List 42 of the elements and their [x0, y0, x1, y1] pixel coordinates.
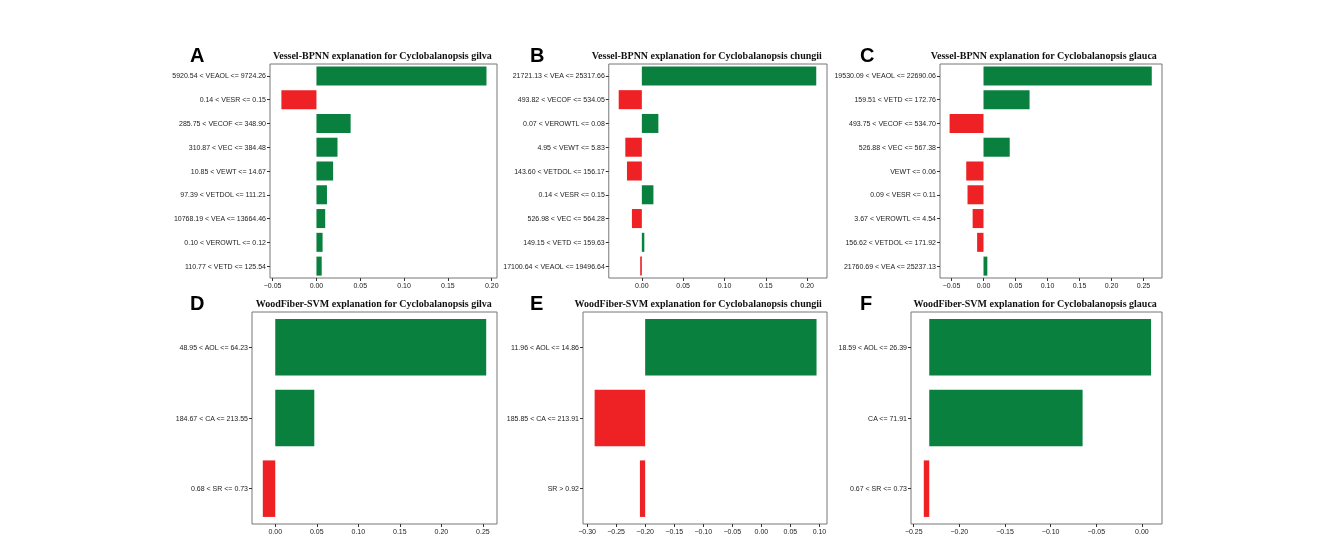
bar	[972, 209, 984, 229]
chart-title: Vessel-BPNN explanation for Cyclobalanopsis glauca	[930, 49, 1157, 61]
bar	[625, 137, 642, 157]
bar	[983, 90, 1030, 110]
bar	[983, 137, 1010, 157]
text: C	[860, 44, 875, 67]
bar	[275, 389, 315, 447]
bar	[929, 319, 1152, 376]
bar	[316, 185, 327, 205]
bar	[316, 161, 334, 181]
chart-title: WoodFiber-SVM explanation for Cyclobalanopsis glauca	[913, 297, 1157, 309]
chart-title: WoodFiber-SVM explanation for Cyclobalanopsis gilva	[255, 297, 492, 309]
bar	[316, 232, 323, 252]
bar	[281, 90, 317, 110]
bar	[316, 256, 322, 276]
bar	[262, 460, 276, 517]
bar	[626, 161, 642, 181]
bar	[966, 161, 984, 181]
bar	[316, 137, 338, 157]
bar	[967, 185, 984, 205]
bar	[316, 209, 326, 229]
bar	[923, 460, 930, 517]
bar	[316, 113, 351, 133]
bar	[275, 319, 487, 376]
bar	[983, 66, 1152, 86]
chart-title: Vessel-BPNN explanation for Cyclobalanopsis chungii	[591, 49, 823, 61]
bar	[641, 185, 654, 205]
chart-title: WoodFiber-SVM explanation for Cyclobalanopsis chungii	[574, 297, 823, 309]
text: B	[530, 44, 545, 67]
text: E	[530, 292, 544, 315]
bar	[618, 90, 642, 110]
text: F	[860, 292, 873, 315]
bar	[641, 113, 659, 133]
bar	[949, 113, 984, 133]
chart-title: Vessel-BPNN explanation for Cyclobalanopsis gilva	[272, 49, 492, 61]
bar	[929, 389, 1083, 447]
bar	[977, 232, 984, 252]
bar	[316, 66, 487, 86]
bar	[641, 66, 817, 86]
bar	[631, 209, 642, 229]
text: A	[190, 44, 205, 67]
text: D	[190, 292, 205, 315]
